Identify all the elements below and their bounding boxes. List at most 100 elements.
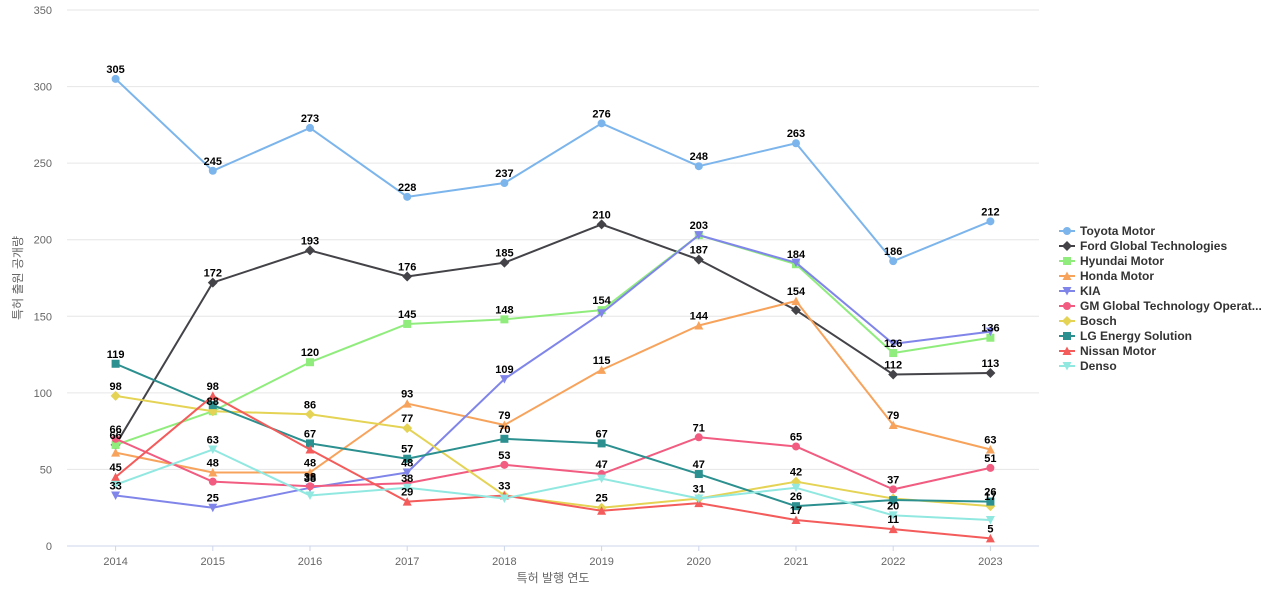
- data-label: 176: [398, 261, 416, 273]
- data-point: [111, 440, 120, 449]
- series-line: [114, 448, 992, 521]
- data-point: [694, 470, 703, 479]
- data-point: [208, 166, 217, 175]
- legend-label: Nissan Motor: [1080, 344, 1156, 358]
- data-label: 25: [207, 493, 219, 505]
- data-label: 184: [787, 249, 806, 261]
- data-label: 126: [884, 338, 902, 350]
- series-1: [110, 219, 996, 450]
- series-line: [114, 234, 992, 509]
- legend-marker: [1063, 332, 1071, 340]
- data-label: 245: [204, 156, 222, 168]
- data-point: [791, 483, 801, 493]
- data-point: [693, 254, 704, 265]
- data-point: [694, 494, 704, 504]
- x-tick-label: 2021: [784, 556, 808, 568]
- data-point: [888, 524, 898, 534]
- data-point: [111, 74, 120, 83]
- data-label: 33: [498, 480, 510, 492]
- data-point: [306, 482, 314, 491]
- legend-label: LG Energy Solution: [1080, 329, 1192, 343]
- data-label: 109: [495, 364, 513, 376]
- data-point: [305, 467, 315, 477]
- x-tick-label: 2019: [589, 556, 613, 568]
- series-9: [111, 445, 995, 525]
- legend-label: Denso: [1080, 359, 1117, 373]
- legend-marker: [1062, 287, 1072, 296]
- data-label: 53: [498, 450, 510, 462]
- legend-label: GM Global Technology Operat...: [1080, 299, 1262, 313]
- data-label: 5: [987, 523, 993, 535]
- legend-item: Nissan Motor: [1059, 344, 1156, 358]
- data-point: [402, 468, 412, 477]
- data-point: [111, 434, 120, 443]
- series-line: [114, 299, 992, 474]
- data-label: 67: [595, 428, 607, 440]
- data-label: 136: [981, 323, 999, 335]
- data-point: [792, 442, 800, 451]
- data-point: [111, 491, 121, 500]
- data-label: 98: [109, 381, 121, 393]
- series-line: [114, 234, 992, 446]
- data-point: [110, 390, 121, 401]
- y-tick-label: 150: [34, 311, 52, 323]
- data-label: 145: [398, 309, 416, 321]
- data-label: 79: [498, 410, 510, 422]
- legend-item: Toyota Motor: [1059, 224, 1155, 238]
- data-label: 48: [304, 457, 316, 469]
- series-line: [114, 394, 992, 509]
- data-point: [985, 327, 995, 337]
- data-label: 66: [109, 430, 121, 442]
- series-3: [111, 296, 995, 477]
- data-point: [986, 463, 995, 472]
- series-line: [114, 77, 992, 263]
- data-label: 154: [787, 286, 806, 298]
- data-point: [597, 474, 607, 484]
- series-6: [110, 390, 996, 513]
- data-point: [791, 305, 801, 316]
- data-point: [597, 506, 607, 515]
- data-point: [305, 491, 315, 500]
- data-point: [305, 445, 315, 454]
- data-point: [111, 480, 121, 490]
- data-point: [111, 448, 121, 457]
- axes: 특허 발행 연도 특허 출원 공개량 0 50 100 150 200 250 300 350…: [11, 5, 1039, 585]
- data-label: 17: [790, 505, 802, 517]
- legend-marker: [1062, 316, 1072, 326]
- data-label: 67: [304, 428, 316, 440]
- data-point: [889, 257, 898, 266]
- data-label: 26: [790, 491, 802, 503]
- data-label: 48: [207, 457, 219, 469]
- data-labels: 3052452732282372762482631862121721931761…: [106, 64, 999, 535]
- legend-label: Bosch: [1080, 314, 1117, 328]
- x-tick-label: 2020: [687, 556, 711, 568]
- data-label: 88: [207, 396, 219, 408]
- data-point: [499, 420, 509, 430]
- data-point: [306, 358, 314, 367]
- x-tick-label: 2015: [201, 556, 225, 568]
- data-label: 86: [304, 399, 316, 411]
- data-label: 120: [301, 347, 319, 359]
- data-label: 210: [592, 209, 610, 221]
- legend-label: Toyota Motor: [1080, 224, 1155, 238]
- data-point: [986, 497, 995, 506]
- data-label: 112: [884, 359, 902, 371]
- data-point: [402, 423, 413, 434]
- series-7: [111, 359, 995, 511]
- series-2: [111, 231, 995, 449]
- data-point: [111, 472, 121, 482]
- data-point: [889, 496, 898, 505]
- data-label: 47: [595, 459, 607, 471]
- data-point: [111, 359, 120, 368]
- data-label: 51: [984, 453, 996, 465]
- data-label: 38: [304, 473, 316, 485]
- data-point: [402, 271, 413, 282]
- data-label: 33: [109, 480, 121, 492]
- data-label: 248: [690, 151, 708, 163]
- data-point: [500, 179, 509, 188]
- data-label: 42: [790, 467, 802, 479]
- data-point: [597, 365, 607, 374]
- y-axis-title: 특허 출원 공개량: [11, 236, 25, 320]
- data-label: 71: [693, 422, 705, 434]
